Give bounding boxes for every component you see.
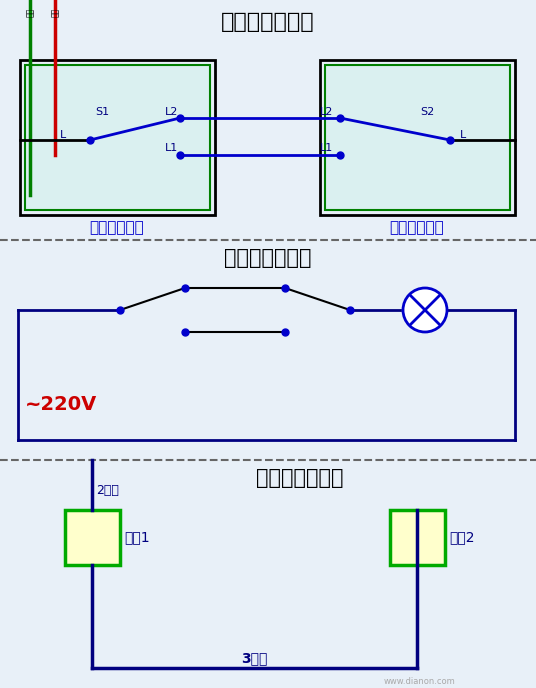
Text: 3根线: 3根线 bbox=[241, 651, 267, 665]
Bar bbox=[390, 510, 445, 565]
Text: L1: L1 bbox=[165, 143, 178, 153]
Text: 双控开关原理图: 双控开关原理图 bbox=[224, 248, 312, 268]
Bar bbox=[0, 240, 536, 460]
Text: 双控开关接线图: 双控开关接线图 bbox=[221, 12, 315, 32]
Text: 双控开关布线图: 双控开关布线图 bbox=[256, 468, 344, 488]
Bar bbox=[320, 60, 515, 215]
Circle shape bbox=[403, 288, 447, 332]
Text: S2: S2 bbox=[420, 107, 434, 117]
Text: 2根线: 2根线 bbox=[96, 484, 119, 497]
Bar bbox=[325, 65, 510, 210]
Bar bbox=[25, 65, 210, 210]
Text: L1: L1 bbox=[320, 143, 333, 153]
Bar bbox=[0, 0, 536, 240]
Text: 单开双控开关: 单开双控开关 bbox=[90, 220, 144, 235]
Bar bbox=[65, 510, 120, 565]
Text: 单开双控开关: 单开双控开关 bbox=[390, 220, 444, 235]
Text: 开关2: 开关2 bbox=[449, 530, 474, 544]
Bar bbox=[0, 460, 536, 688]
Text: L: L bbox=[460, 130, 466, 140]
Text: 零线: 零线 bbox=[50, 8, 59, 17]
Text: L2: L2 bbox=[165, 107, 178, 117]
Text: L: L bbox=[60, 130, 66, 140]
Text: 相线: 相线 bbox=[26, 8, 34, 17]
Bar bbox=[20, 60, 215, 215]
Text: ~220V: ~220V bbox=[25, 396, 97, 414]
Text: S1: S1 bbox=[95, 107, 109, 117]
Text: 开关1: 开关1 bbox=[124, 530, 150, 544]
Text: www.dianon.com: www.dianon.com bbox=[384, 678, 456, 687]
Text: L2: L2 bbox=[320, 107, 333, 117]
